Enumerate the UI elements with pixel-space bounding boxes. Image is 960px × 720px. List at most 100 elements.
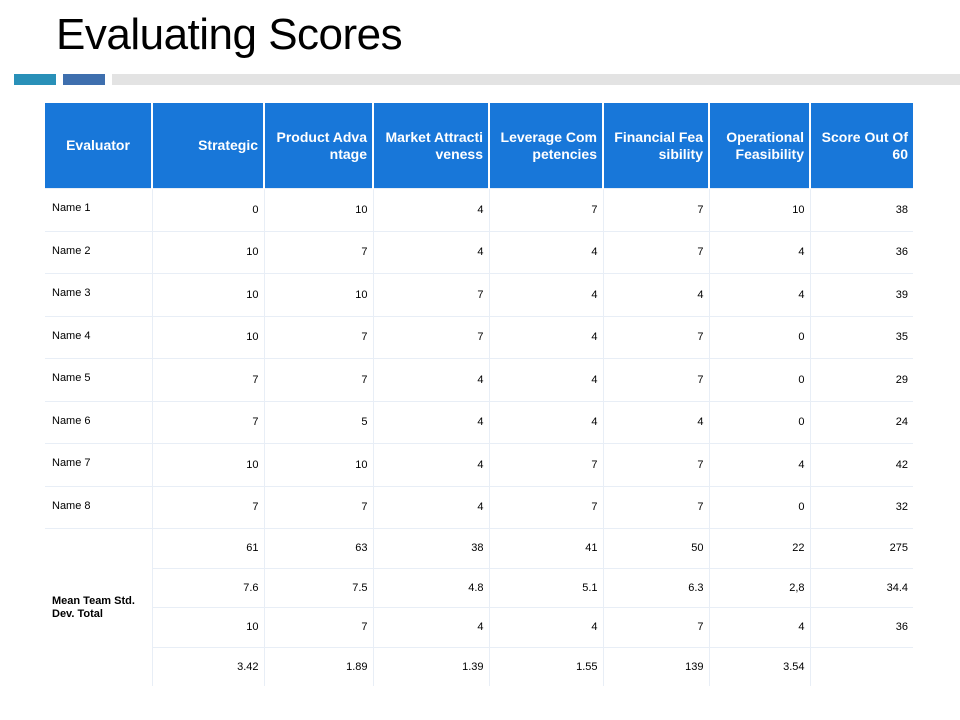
score-cell: 7 [602, 443, 709, 486]
table-row: Name 2 10 7 4 4 7 4 36 [45, 230, 913, 274]
header-row: Evaluator Strategic Product Advantage Ma… [45, 103, 913, 189]
table-row: Name 7 10 10 4 7 7 4 42 [45, 443, 913, 486]
header-financial-feasibility: Financial Feasibility [602, 103, 709, 189]
score-cell: 7 [602, 230, 709, 274]
score-cell: 4 [488, 315, 603, 359]
table-row: Name 8 7 7 4 7 7 0 32 [45, 485, 913, 529]
score-cell: 10 [263, 273, 373, 316]
summary-cell: 4 [708, 607, 810, 647]
score-cell: 10 [151, 230, 264, 274]
table-row: Name 1 0 10 4 7 7 10 38 [45, 188, 913, 231]
score-cell: 4 [488, 358, 603, 401]
table-row: Name 4 10 7 7 4 7 0 35 [45, 315, 913, 359]
score-cell: 10 [151, 315, 264, 359]
accent-bar-gray [112, 74, 960, 85]
summary-cell: 7 [263, 607, 373, 647]
summary-label-cell: Mean Team Std. Dev. Total [45, 528, 152, 686]
score-cell: 42 [809, 443, 913, 486]
score-cell: 5 [263, 400, 373, 444]
summary-cell: 63 [263, 528, 373, 568]
summary-cell: 6.3 [602, 567, 709, 608]
evaluator-name-cell: Name 7 [45, 443, 152, 486]
summary-cell: 1.55 [488, 646, 603, 686]
score-cell: 7 [263, 230, 373, 274]
summary-cell [809, 646, 913, 686]
accent-bar-teal [14, 74, 56, 85]
score-cell: 7 [263, 485, 373, 529]
score-cell: 10 [263, 443, 373, 486]
summary-cell: 38 [372, 528, 489, 568]
table-row: Name 3 10 10 7 4 4 4 39 [45, 273, 913, 316]
score-cell: 36 [809, 230, 913, 274]
header-leverage-competencies: Leverage Competencies [488, 103, 603, 189]
summary-row: 7.6 7.5 4.8 5.1 6.3 2,8 34.4 [45, 567, 913, 608]
score-cell: 7 [151, 358, 264, 401]
summary-row: Mean Team Std. Dev. Total 61 63 38 41 50 22 275 [45, 528, 913, 686]
score-cell: 7 [488, 443, 603, 486]
evaluator-name-cell: Name 5 [45, 358, 152, 401]
evaluator-name-cell: Name 8 [45, 485, 152, 529]
evaluator-name-cell: Name 2 [45, 230, 152, 274]
score-cell: 7 [263, 358, 373, 401]
summary-cell: 50 [602, 528, 709, 568]
score-cell: 4 [708, 273, 810, 316]
score-cell: 38 [809, 188, 913, 231]
summary-row: 10 7 4 4 7 4 36 [45, 607, 913, 647]
summary-cell: 41 [488, 528, 603, 568]
score-cell: 10 [151, 273, 264, 316]
summary-row: 3.42 1.89 1.39 1.55 139 3.54 [45, 646, 913, 686]
score-cell: 4 [602, 400, 709, 444]
summary-cell: 7 [602, 607, 709, 647]
header-market-attractiveness: Market Attractiveness [372, 103, 489, 189]
score-cell: 4 [372, 188, 489, 231]
evaluator-name-cell: Name 3 [45, 273, 152, 316]
header-product-advantage: Product Advantage [263, 103, 373, 189]
score-cell: 7 [488, 188, 603, 231]
score-cell: 4 [372, 400, 489, 444]
summary-cell: 4 [372, 607, 489, 647]
score-cell: 4 [488, 400, 603, 444]
score-cell: 7 [263, 315, 373, 359]
evaluator-name-cell: Name 4 [45, 315, 152, 359]
score-cell: 4 [488, 230, 603, 274]
summary-cell: 139 [602, 646, 709, 686]
score-cell: 7 [602, 315, 709, 359]
score-cell: 4 [372, 230, 489, 274]
score-cell: 0 [151, 188, 264, 231]
summary-cell: 10 [151, 607, 264, 647]
summary-cell: 3.54 [708, 646, 810, 686]
score-cell: 7 [151, 400, 264, 444]
summary-cell: 2,8 [708, 567, 810, 608]
header-strategic: Strategic [151, 103, 264, 189]
score-cell: 0 [708, 485, 810, 529]
score-cell: 4 [488, 273, 603, 316]
evaluator-name-cell: Name 1 [45, 188, 152, 231]
score-cell: 7 [488, 485, 603, 529]
score-cell: 4 [372, 443, 489, 486]
score-cell: 0 [708, 358, 810, 401]
accent-bar-blue [63, 74, 105, 85]
score-cell: 10 [151, 443, 264, 486]
summary-cell: 4 [488, 607, 603, 647]
score-cell: 35 [809, 315, 913, 359]
slide-title: Evaluating Scores [56, 10, 403, 59]
score-cell: 7 [372, 273, 489, 316]
score-cell: 29 [809, 358, 913, 401]
scores-table: Evaluator Strategic Product Advantage Ma… [45, 103, 913, 686]
table-body: Name 1 0 10 4 7 7 10 38 Name 2 10 7 4 4 7 4 36 Name 3 10 1… [45, 188, 913, 686]
summary-cell: 3.42 [151, 646, 264, 686]
score-cell: 10 [708, 188, 810, 231]
score-cell: 7 [151, 485, 264, 529]
score-cell: 7 [602, 485, 709, 529]
score-cell: 4 [708, 230, 810, 274]
score-cell: 39 [809, 273, 913, 316]
table-row: Name 6 7 5 4 4 4 0 24 [45, 400, 913, 444]
score-cell: 4 [708, 443, 810, 486]
summary-cell: 4.8 [372, 567, 489, 608]
header-evaluator: Evaluator [45, 103, 152, 189]
header-score-out-of-60: Score Out Of 60 [809, 103, 913, 189]
score-cell: 7 [602, 188, 709, 231]
summary-cell: 36 [809, 607, 913, 647]
table-row: Name 5 7 7 4 4 7 0 29 [45, 358, 913, 401]
score-cell: 7 [372, 315, 489, 359]
